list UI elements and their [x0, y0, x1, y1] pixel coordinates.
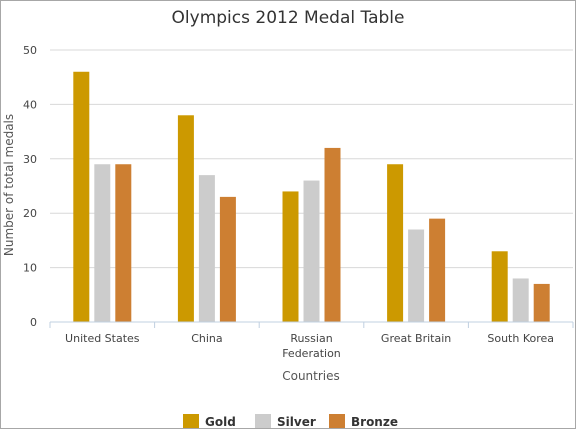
legend-item-silver[interactable]: Silver [255, 414, 316, 428]
legend-swatch [183, 414, 199, 428]
bar-silver[interactable] [94, 164, 111, 322]
bar-bronze[interactable] [219, 196, 236, 322]
bar-silver[interactable] [408, 229, 425, 322]
y-axis-title: Number of total medals [2, 114, 16, 256]
bar-silver[interactable] [512, 278, 529, 322]
legend-label: Bronze [351, 415, 398, 428]
y-tick-label: 30 [23, 153, 37, 166]
x-axis-title: Countries [282, 369, 340, 383]
legend-item-gold[interactable]: Gold [183, 414, 236, 428]
legend-item-bronze[interactable]: Bronze [329, 414, 398, 428]
y-tick-label: 0 [30, 316, 37, 329]
x-tick-label: Federation [282, 347, 341, 360]
x-tick-label: United States [65, 332, 140, 345]
x-tick-label: South Korea [487, 332, 554, 345]
bar-gold[interactable] [177, 115, 194, 322]
bar-silver[interactable] [303, 180, 320, 322]
bar-bronze[interactable] [533, 283, 550, 322]
y-axis-ticks: 0 10 20 30 40 50 [23, 44, 37, 329]
grid-lines [50, 49, 573, 269]
y-tick-label: 50 [23, 44, 37, 57]
bars [73, 71, 550, 322]
y-tick-label: 40 [23, 98, 37, 111]
x-tick-label: Great Britain [381, 332, 451, 345]
x-axis-ticks: United States China Russian Federation Great… [49, 322, 574, 360]
legend-swatch [255, 414, 271, 428]
legend-swatch [329, 414, 345, 428]
bar-bronze[interactable] [324, 147, 341, 322]
bar-bronze[interactable] [429, 218, 446, 322]
x-tick-label: Russian [290, 332, 332, 345]
y-tick-label: 20 [23, 207, 37, 220]
bar-gold[interactable] [491, 251, 508, 322]
chart-title: Olympics 2012 Medal Table [172, 8, 405, 28]
bar-bronze[interactable] [115, 164, 132, 322]
legend-label: Silver [277, 415, 316, 428]
legend-label: Gold [205, 415, 236, 428]
bar-gold[interactable] [73, 71, 90, 322]
x-tick-label: China [191, 332, 222, 345]
bar-gold[interactable] [387, 164, 404, 322]
bar-gold[interactable] [282, 191, 299, 322]
legend[interactable]: Gold Silver Bronze [183, 414, 398, 428]
y-tick-label: 10 [23, 262, 37, 275]
bar-silver[interactable] [198, 175, 215, 322]
